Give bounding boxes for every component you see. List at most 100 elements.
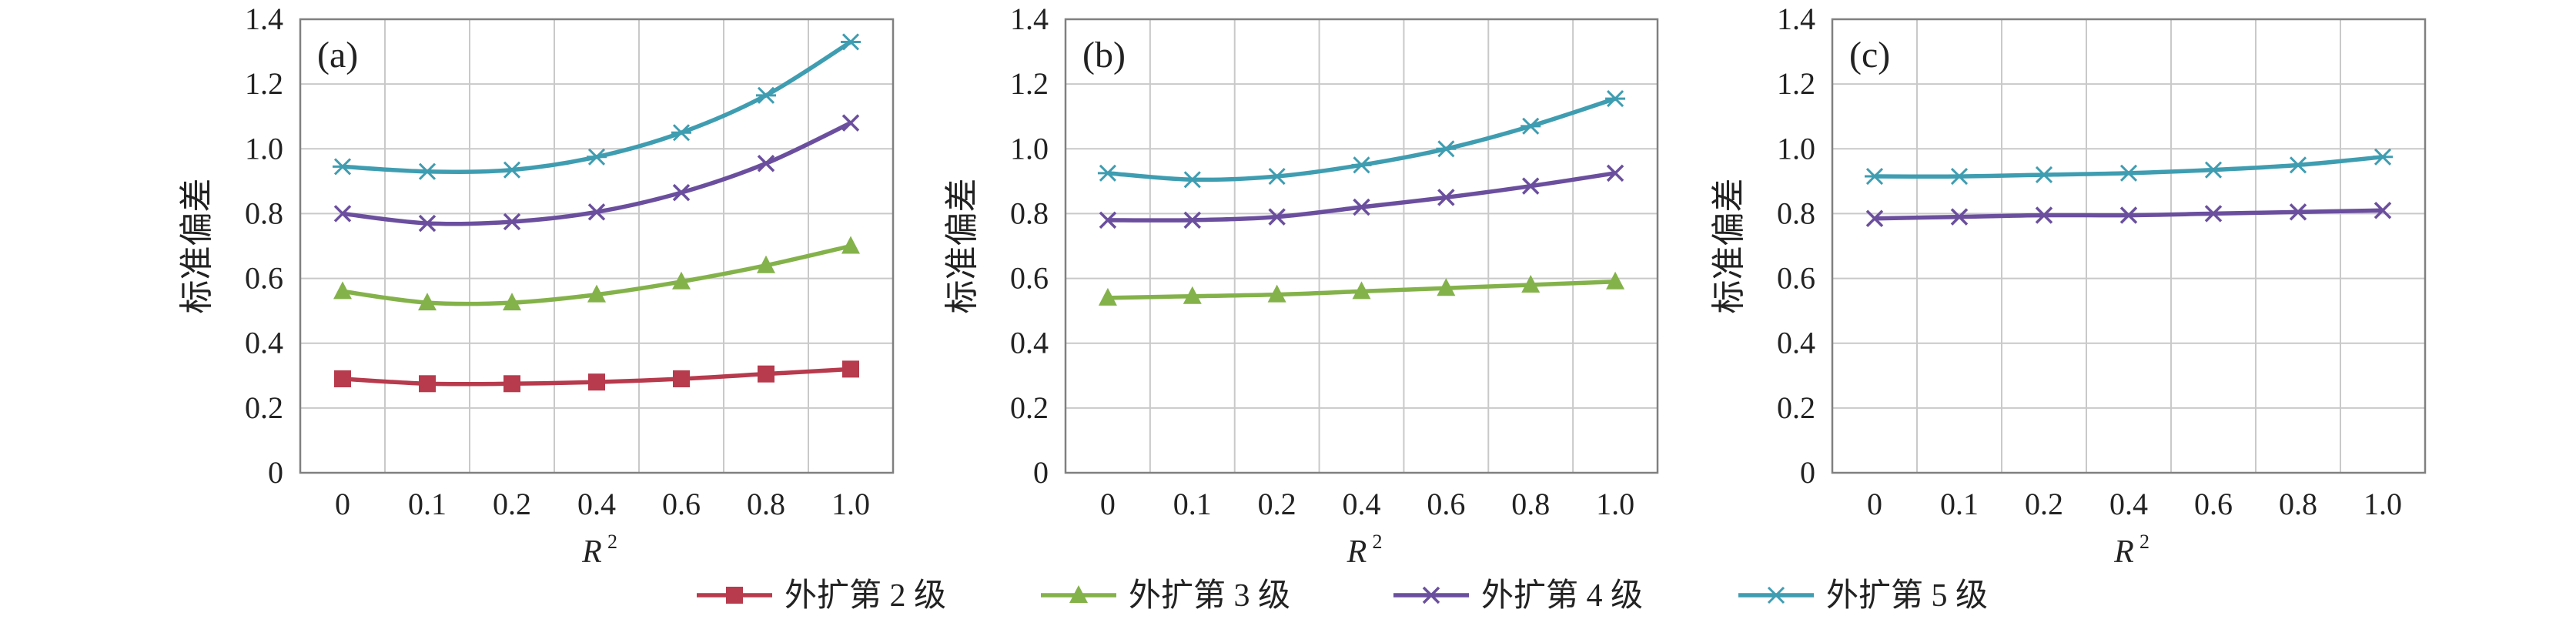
x-tick-label: 1.0 xyxy=(831,487,870,521)
data-point-level5 xyxy=(1865,167,1885,186)
data-point-level3-shape xyxy=(841,236,860,254)
data-point-level4 xyxy=(503,213,521,231)
x-axis-label-superscript: 2 xyxy=(607,531,617,553)
data-point-level3-shape xyxy=(587,284,606,303)
data-point-level4-shape xyxy=(1183,211,1202,229)
data-point-level5-shape xyxy=(1865,167,1885,186)
legend-item-level4: 外扩第 4 级 xyxy=(1393,578,1643,614)
data-point-level4 xyxy=(1521,177,1540,195)
data-point-level4 xyxy=(1183,211,1202,229)
data-point-level3-shape xyxy=(1352,281,1371,300)
data-point-level4-shape xyxy=(333,205,352,223)
series-level5 xyxy=(1097,90,1626,189)
series-line-level5 xyxy=(1107,96,1616,182)
data-point-level3-shape xyxy=(1098,287,1117,306)
x-tick-label: 0.1 xyxy=(408,487,447,521)
data-point-level3 xyxy=(333,281,352,300)
y-tick-label: 0.2 xyxy=(1010,390,1049,425)
data-point-level5 xyxy=(2373,148,2393,166)
data-point-level4-shape xyxy=(1268,208,1286,226)
data-point-level4 xyxy=(418,214,437,233)
legend-item-level2: 外扩第 2 级 xyxy=(697,578,946,614)
legend-marker-shape xyxy=(726,587,743,604)
data-point-level4 xyxy=(2119,206,2138,224)
data-point-level2-shape xyxy=(758,365,774,383)
y-tick-label: 1.0 xyxy=(1777,131,1815,166)
data-point-level3 xyxy=(587,284,606,303)
data-point-level5-shape xyxy=(1266,167,1287,186)
data-point-level3 xyxy=(672,271,691,290)
y-tick-label: 1.4 xyxy=(1777,2,1815,36)
data-point-level4 xyxy=(1437,189,1455,206)
data-point-level3-shape xyxy=(757,255,775,273)
y-axis-label: 标准偏差 xyxy=(943,179,981,314)
data-point-level3-shape xyxy=(1606,271,1625,290)
data-point-level4-shape xyxy=(2374,201,2392,219)
x-tick-label: 0.8 xyxy=(1511,487,1550,521)
data-point-level3-shape xyxy=(672,271,691,290)
x-tick-label: 1.0 xyxy=(2364,487,2402,521)
series-level4 xyxy=(333,114,860,233)
data-point-level2 xyxy=(588,373,605,391)
x-tick-label: 0.6 xyxy=(662,487,701,521)
data-point-level2-shape xyxy=(588,373,605,391)
y-tick-label: 0.8 xyxy=(245,196,283,230)
y-tick-label: 1.2 xyxy=(245,66,283,101)
y-axis-label: 标准偏差 xyxy=(1710,179,1748,314)
data-point-level5-shape xyxy=(587,148,607,166)
x-tick-label: 0.6 xyxy=(2194,487,2233,521)
y-tick-label: 0.8 xyxy=(1010,196,1049,230)
x-tick-label: 0.6 xyxy=(1427,487,1465,521)
data-point-level5 xyxy=(1949,167,1969,186)
series-level2 xyxy=(334,360,859,393)
legend-label: 外扩第 3 级 xyxy=(1129,578,1290,614)
data-point-level4 xyxy=(1099,211,1117,229)
data-point-level3 xyxy=(1098,287,1117,306)
x-tick-label: 0.4 xyxy=(2109,487,2148,521)
data-point-level5 xyxy=(2034,166,2054,184)
data-point-level5-shape xyxy=(2288,156,2308,174)
x-tick-label: 0.4 xyxy=(1343,487,1381,521)
y-tick-label: 0 xyxy=(268,455,283,490)
x-tick-label: 0.8 xyxy=(747,487,785,521)
x-tick-label: 0 xyxy=(1100,487,1116,521)
data-point-level5 xyxy=(587,148,607,166)
data-point-level5 xyxy=(1182,171,1203,189)
data-point-level4-shape xyxy=(841,114,860,132)
series-line-level5 xyxy=(342,40,852,174)
data-point-level3-shape xyxy=(333,281,352,300)
data-point-level3 xyxy=(841,236,860,254)
data-point-level4-shape xyxy=(757,154,775,172)
data-point-level4 xyxy=(2035,206,2053,224)
panel-label: (c) xyxy=(1849,35,1890,75)
y-tick-label: 0.4 xyxy=(245,326,283,360)
data-point-level3 xyxy=(1437,278,1456,296)
data-point-level5-shape xyxy=(1605,90,1626,108)
data-point-level5 xyxy=(1266,167,1287,186)
x-tick-label: 0.1 xyxy=(1940,487,1979,521)
data-point-level4-shape xyxy=(2035,206,2053,224)
panel-label: (a) xyxy=(317,35,358,75)
chart-panel-2: 0 0.2 0.4 0.6 0.8 1.0 1.2 1.4 0 0.1 0.2 0.4 0.6 0.8 1.… xyxy=(943,2,1659,570)
x-tick-label: 0 xyxy=(1867,487,1882,521)
data-point-level4 xyxy=(333,205,352,223)
data-point-level3 xyxy=(757,255,775,273)
data-point-level4-shape xyxy=(2289,203,2307,221)
series-level4 xyxy=(1099,164,1624,229)
data-point-level5 xyxy=(841,33,861,51)
y-tick-label: 0.4 xyxy=(1010,326,1049,360)
data-point-level4 xyxy=(1606,164,1624,182)
data-point-level3 xyxy=(1267,284,1286,303)
data-point-level3-shape xyxy=(418,293,437,311)
data-point-level2-shape xyxy=(842,360,859,378)
legend-item-level3: 外扩第 3 级 xyxy=(1041,578,1290,614)
y-tick-label: 0 xyxy=(1800,455,1815,490)
data-point-level3-shape xyxy=(1267,284,1286,303)
data-point-level5-shape xyxy=(671,124,691,142)
data-point-level5 xyxy=(502,161,522,179)
series-level3 xyxy=(1098,271,1625,306)
y-tick-label: 0 xyxy=(1033,455,1049,490)
data-point-level4-shape xyxy=(503,213,521,231)
data-point-level4 xyxy=(2374,201,2392,219)
